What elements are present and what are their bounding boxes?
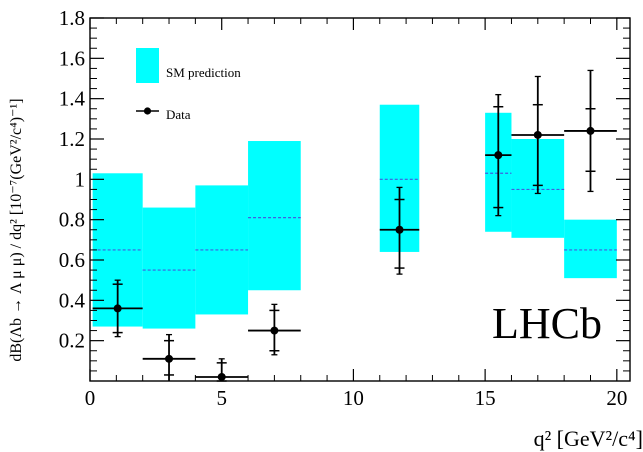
sm-band-7 bbox=[564, 219, 617, 279]
sm-band-1 bbox=[142, 207, 196, 329]
y-tick-label-2: 0.6 bbox=[59, 248, 85, 272]
x-tick-label-3: 15 bbox=[475, 386, 496, 410]
data-point-7 bbox=[586, 126, 595, 135]
y-tick-label-1: 0.4 bbox=[59, 288, 86, 312]
data-point-0 bbox=[113, 304, 122, 313]
axis-ticks: 0 5 10 15 20 0.2 0.4 0.6 0.8 1 1.2 1.4 1.6 1.8 bbox=[59, 6, 630, 410]
legend-data-marker bbox=[143, 107, 152, 115]
y-tick-label-0: 0.2 bbox=[59, 329, 85, 353]
x-tick-label-1: 5 bbox=[216, 386, 227, 410]
legend-sm-prediction-label: SM prediction bbox=[166, 65, 241, 80]
y-tick-label-6: 1.4 bbox=[59, 87, 86, 111]
x-axis-label: q² [GeV²/c⁴] bbox=[534, 426, 643, 451]
y-tick-label-4: 1 bbox=[75, 167, 86, 191]
lhcb-label: LHCb bbox=[492, 299, 602, 348]
y-tick-label-8: 1.8 bbox=[59, 6, 85, 30]
y-axis-label: dB(Λb → Λ μ μ) / dq² [10⁻⁷(GeV²/c⁴)⁻¹] bbox=[8, 98, 25, 361]
data-point-3 bbox=[270, 326, 279, 335]
y-tick-label-5: 1.2 bbox=[59, 127, 85, 151]
data-point-6 bbox=[533, 130, 542, 139]
legend-sm-prediction-swatch bbox=[136, 48, 159, 83]
data-point-5 bbox=[494, 151, 503, 160]
data-point-1 bbox=[165, 354, 174, 363]
legend-data-label: Data bbox=[166, 107, 191, 122]
y-tick-label-7: 1.6 bbox=[59, 46, 85, 70]
sm-band-3 bbox=[248, 141, 301, 291]
x-tick-label-2: 10 bbox=[343, 386, 364, 410]
x-tick-label-4: 20 bbox=[606, 386, 627, 410]
x-tick-label-0: 0 bbox=[85, 386, 96, 410]
y-tick-label-3: 0.8 bbox=[59, 208, 85, 232]
legend: SM prediction Data bbox=[136, 48, 241, 122]
data-point-4 bbox=[395, 225, 404, 234]
